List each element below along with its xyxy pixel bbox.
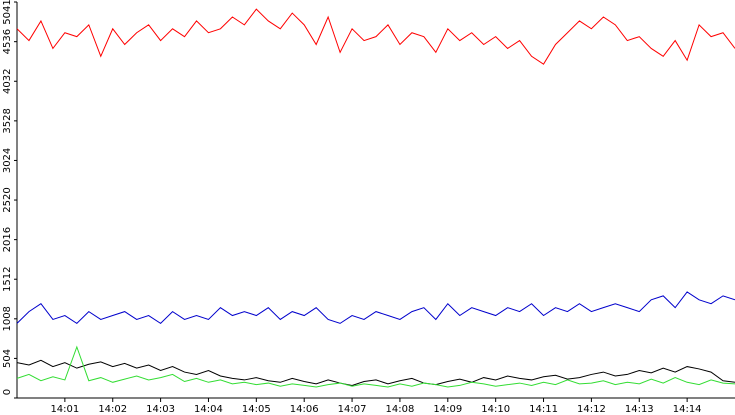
series-line: [16, 359, 735, 386]
series-line: [16, 291, 735, 325]
x-tick-label: 14:13: [625, 404, 654, 415]
y-tick-label: 5041: [2, 0, 13, 25]
series-line: [16, 345, 735, 388]
x-tick-label: 14:01: [50, 404, 79, 415]
y-tick-label: 2016: [2, 227, 13, 252]
y-tick-label: 3528: [2, 108, 13, 133]
x-tick-label: 14:14: [673, 404, 702, 415]
y-tick-label: 4536: [2, 29, 13, 54]
x-tick-label: 14:08: [386, 404, 415, 415]
x-tick-label: 14:12: [577, 404, 606, 415]
x-tick-label: 14:04: [194, 404, 223, 415]
x-tick-label: 14:11: [529, 404, 558, 415]
x-tick-label: 14:10: [481, 404, 510, 415]
y-tick-label: 0: [2, 389, 13, 395]
x-tick-label: 14:09: [433, 404, 462, 415]
y-tick-label: 2520: [2, 187, 13, 212]
x-tick-label: 14:03: [146, 404, 175, 415]
x-tick-label: 14:07: [338, 404, 367, 415]
y-tick-label: 1512: [2, 266, 13, 291]
y-tick-label: 3024: [2, 148, 13, 173]
y-tick-label: 1008: [2, 306, 13, 331]
y-tick-label: 504: [2, 349, 13, 368]
x-tick-label: 14:02: [98, 404, 127, 415]
x-tick-label: 14:05: [242, 404, 271, 415]
series-line: [16, 8, 735, 65]
x-tick-label: 14:06: [290, 404, 319, 415]
y-tick-label: 4032: [2, 69, 13, 94]
